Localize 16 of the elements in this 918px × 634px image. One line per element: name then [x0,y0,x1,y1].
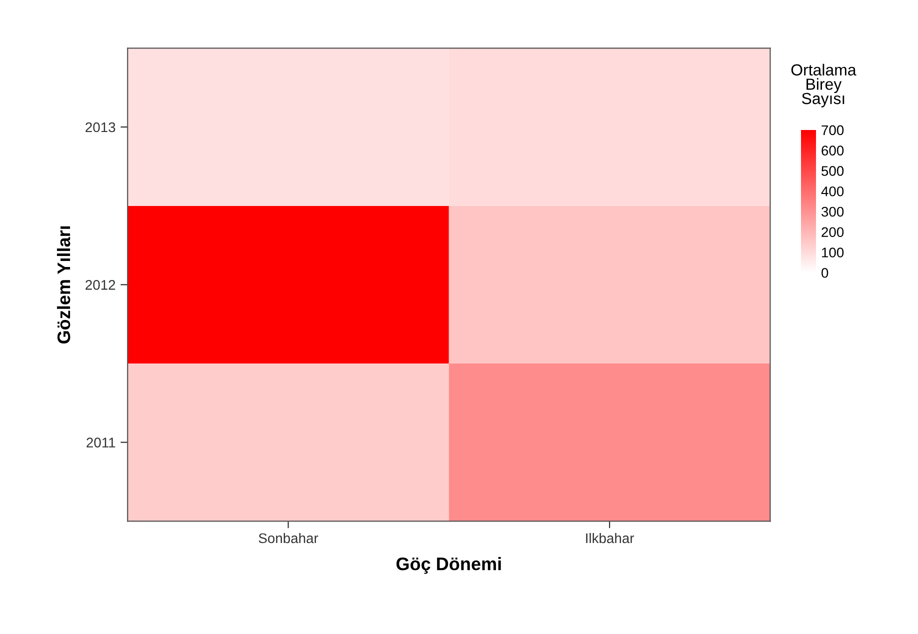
color-bar-label: 300 [821,206,844,217]
y-axis-title: Gözlem Yılları [56,226,70,344]
x-tick-label: Sonbahar [258,532,318,544]
y-tick-label: 2013 [86,122,116,132]
x-tick-label: Ilkbahar [586,532,634,544]
y-tick-label: 2012 [86,280,116,290]
color-bar-label: 400 [821,186,844,196]
color-bar-label: 700 [822,125,844,136]
color-bar-label: 200 [822,227,844,238]
y-tick-label: 2011 [86,438,116,448]
color-bar-label: 0 [822,268,828,278]
color-bar-label: 500 [822,166,844,176]
color-bar-label: 100 [822,248,844,258]
color-bar-title: Ortalama Birey Sayısı [791,64,856,108]
color-bar-label: 600 [822,146,844,156]
x-axis-title: Göç Dönemi [396,557,501,574]
